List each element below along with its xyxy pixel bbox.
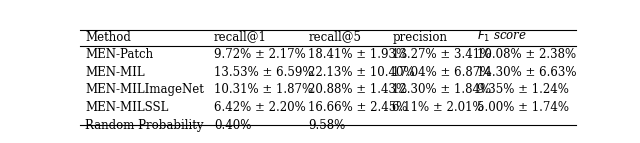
Text: 16.66% ± 2.45%: 16.66% ± 2.45% — [308, 101, 408, 114]
Text: recall@5: recall@5 — [308, 31, 361, 44]
Text: 14.30% ± 6.63%: 14.30% ± 6.63% — [477, 66, 576, 79]
Text: 22.13% ± 10.40%: 22.13% ± 10.40% — [308, 66, 415, 79]
Text: 10.08% ± 2.38%: 10.08% ± 2.38% — [477, 48, 576, 61]
Text: 12.30% ± 1.84%: 12.30% ± 1.84% — [392, 83, 492, 96]
Text: recall@1: recall@1 — [214, 31, 267, 44]
Text: 20.88% ± 1.43%: 20.88% ± 1.43% — [308, 83, 407, 96]
Text: 10.31% ± 1.87%: 10.31% ± 1.87% — [214, 83, 313, 96]
Text: MEN-MILSSL: MEN-MILSSL — [85, 101, 168, 114]
Text: Method: Method — [85, 31, 131, 44]
Text: 18.41% ± 1.93%: 18.41% ± 1.93% — [308, 48, 407, 61]
Text: 17.04% ± 6.87%: 17.04% ± 6.87% — [392, 66, 492, 79]
Text: $F_1$ score: $F_1$ score — [477, 28, 527, 44]
Text: 6.42% ± 2.20%: 6.42% ± 2.20% — [214, 101, 306, 114]
Text: MEN-MIL: MEN-MIL — [85, 66, 145, 79]
Text: 13.27% ± 3.41%: 13.27% ± 3.41% — [392, 48, 492, 61]
Text: 13.53% ± 6.59%: 13.53% ± 6.59% — [214, 66, 314, 79]
Text: 0.40%: 0.40% — [214, 119, 252, 132]
Text: precision: precision — [392, 31, 447, 44]
Text: 6.11% ± 2.01%: 6.11% ± 2.01% — [392, 101, 484, 114]
Text: 9.72% ± 2.17%: 9.72% ± 2.17% — [214, 48, 306, 61]
Text: 5.00% ± 1.74%: 5.00% ± 1.74% — [477, 101, 569, 114]
Text: MEN-Patch: MEN-Patch — [85, 48, 153, 61]
Text: Random Probability: Random Probability — [85, 119, 204, 132]
Text: MEN-MILImageNet: MEN-MILImageNet — [85, 83, 204, 96]
Text: 9.58%: 9.58% — [308, 119, 346, 132]
Text: 9.35% ± 1.24%: 9.35% ± 1.24% — [477, 83, 569, 96]
